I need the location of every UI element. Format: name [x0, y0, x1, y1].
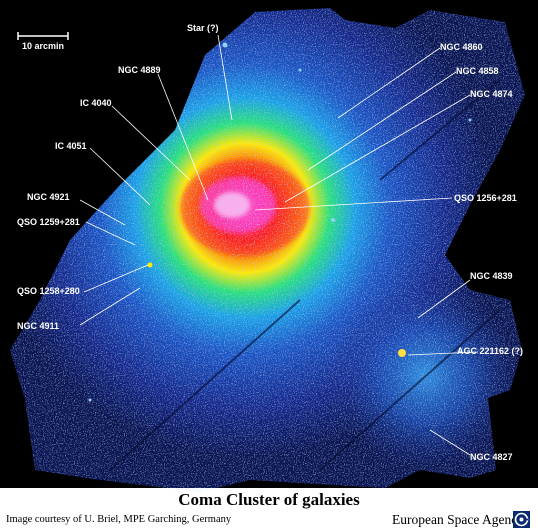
label-qso-1258-280: QSO 1258+280 — [17, 286, 80, 296]
esa-logo-icon — [513, 511, 530, 528]
label-ngc-4889: NGC 4889 — [118, 65, 161, 75]
label-ngc-4827: NGC 4827 — [470, 452, 513, 462]
label-ngc-4860: NGC 4860 — [440, 42, 483, 52]
scale-bar: 10 arcmin — [17, 32, 69, 51]
agency-name: European Space Agency — [392, 512, 524, 527]
image-title: Coma Cluster of galaxies — [178, 490, 360, 509]
pointer-lines — [79, 34, 479, 456]
label-ic-4040: IC 4040 — [80, 98, 112, 108]
image-credit: Image courtesy of U. Briel, MPE Garching… — [6, 514, 232, 525]
label-ngc-4921: NGC 4921 — [27, 192, 70, 202]
label-qso-1256-281: QSO 1256+281 — [454, 193, 517, 203]
scale-bar-label: 10 arcmin — [22, 41, 64, 51]
label-ngc-4858: NGC 4858 — [456, 66, 499, 76]
label-qso-1259-281: QSO 1259+281 — [17, 217, 80, 227]
label-star: Star (?) — [187, 23, 219, 33]
label-agc-221162: AGC 221162 (?) — [457, 346, 523, 356]
label-ngc-4911: NGC 4911 — [17, 321, 59, 331]
label-ngc-4874: NGC 4874 — [470, 89, 513, 99]
label-ngc-4839: NGC 4839 — [470, 271, 513, 281]
label-ic-4051: IC 4051 — [55, 141, 87, 151]
